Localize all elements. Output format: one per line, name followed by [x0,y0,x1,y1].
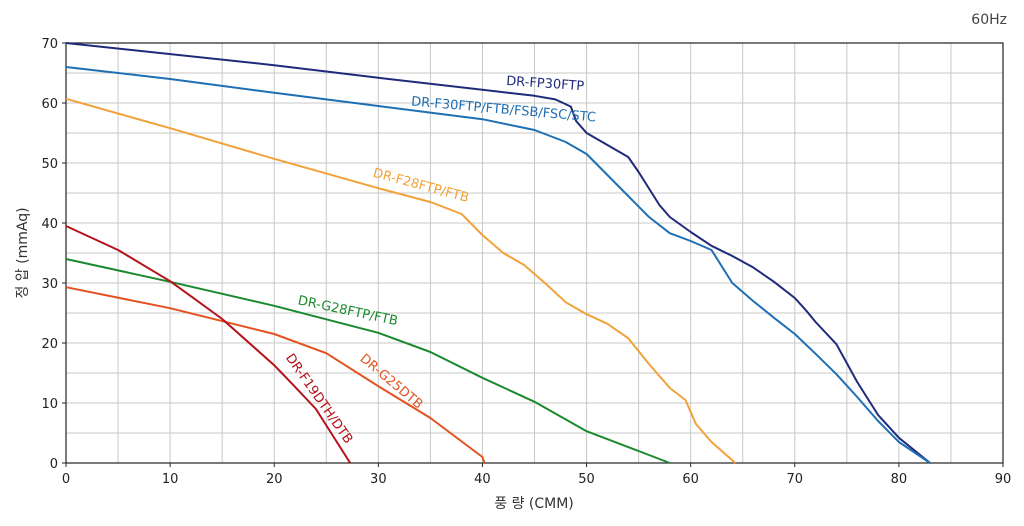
x-axis-title: 풍 량 (CMM) [494,496,574,512]
grid [66,43,1003,463]
y-tick-label: 70 [41,37,58,52]
x-tick-label: 90 [995,472,1012,487]
x-tick-label: 0 [62,472,70,487]
series-line [65,66,931,464]
y-tick-label: 10 [41,397,58,412]
series-label: DR-F30FTP/FTB/FSB/FSC/STC [411,94,597,125]
x-tick-label: 10 [162,472,179,487]
x-tick-label: 50 [578,472,595,487]
y-tick-label: 20 [41,337,58,352]
x-axis-ticks: 0 10 20 30 40 50 60 70 80 90 [62,463,1011,487]
series-labels: DR-FP30FTPDR-F30FTP/FTB/FSB/FSC/STCDR-F2… [282,74,596,447]
x-tick-label: 80 [891,472,908,487]
y-tick-label: 30 [41,277,58,292]
series-line [65,258,671,464]
x-tick-label: 70 [787,472,804,487]
series-label: DR-FP30FTP [506,74,585,94]
series-line [65,42,931,464]
y-axis-title: 정 압 (mmAq) [15,207,31,298]
series-group [65,42,931,464]
series-line [65,286,486,464]
x-tick-label: 30 [370,472,387,487]
x-tick-label: 40 [474,472,491,487]
y-tick-label: 60 [41,97,58,112]
x-tick-label: 20 [266,472,283,487]
series-line [65,97,737,464]
y-tick-label: 40 [41,217,58,232]
y-tick-label: 50 [41,157,58,172]
plot-frame [65,42,1004,464]
y-axis-ticks: 0 10 20 30 40 50 60 70 [41,37,66,472]
x-tick-label: 60 [682,472,699,487]
series-line [65,225,352,464]
frequency-label: 60Hz [971,12,1007,28]
y-tick-label: 0 [50,457,58,472]
series-label: DR-G28FTP/FTB [296,293,399,329]
